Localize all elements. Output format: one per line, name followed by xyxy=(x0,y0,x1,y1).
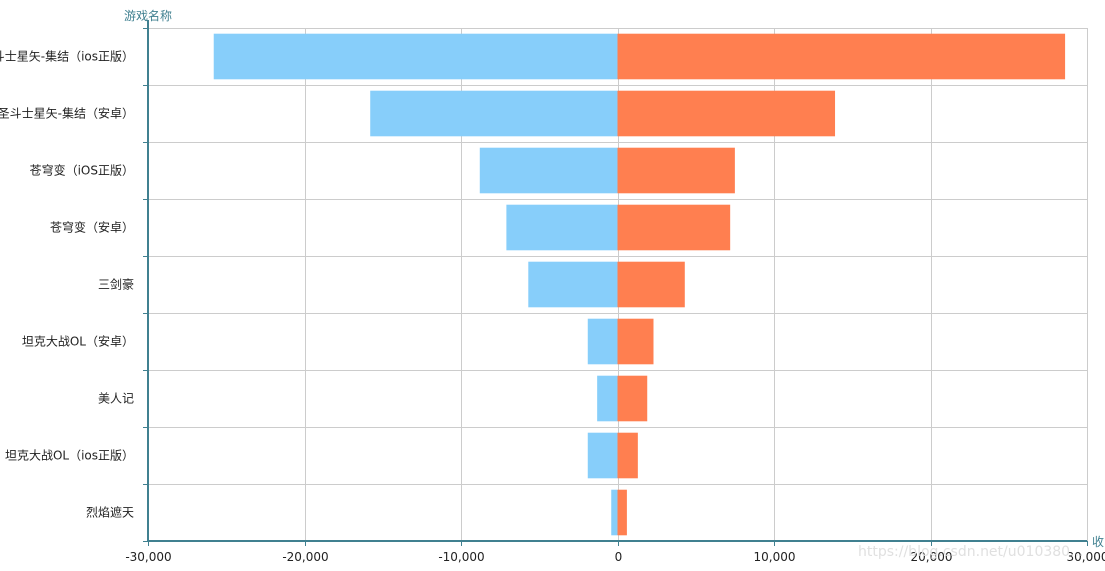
bar-series-2[interactable] xyxy=(617,33,1066,80)
x-tick-label: 20,000 xyxy=(911,550,953,564)
bar-series-2[interactable] xyxy=(617,90,836,137)
x-tick-label: 10,000 xyxy=(754,550,796,564)
label-layer: -30,000 -20,000 -10,000 0 10,000 20,000 30,000… xyxy=(0,49,1105,565)
category-label: 坦克大战OL（安卓） xyxy=(22,334,134,349)
bar-series-1[interactable] xyxy=(528,261,618,308)
bar-series-1[interactable] xyxy=(611,489,618,536)
bar-series-1[interactable] xyxy=(370,90,618,137)
category-label: 圣斗士星矢-集结（安卓） xyxy=(0,106,134,121)
bar-series-2[interactable] xyxy=(617,432,638,479)
bar-series-2[interactable] xyxy=(617,261,685,308)
bar-series-1[interactable] xyxy=(597,375,618,422)
bar-series-1[interactable] xyxy=(213,33,618,80)
category-label: 苍穹变（iOS正版） xyxy=(30,163,134,178)
x-tick-label: -10,000 xyxy=(438,550,484,564)
category-label: 圣斗士星矢-集结（ios正版） xyxy=(0,49,134,64)
bar-series-2[interactable] xyxy=(617,318,654,365)
y-axis-title: 游戏名称 xyxy=(124,8,172,23)
category-label: 苍穹变（安卓） xyxy=(50,220,134,235)
bar-series-1[interactable] xyxy=(479,147,618,194)
axis-layer: 游戏名称 收 xyxy=(124,8,1104,549)
x-tick-label: -30,000 xyxy=(125,550,171,564)
bar-series-2[interactable] xyxy=(617,204,731,251)
x-tick-label: 30,000 xyxy=(1067,550,1105,564)
watermark: https://blog.csdn.net/u010380... xyxy=(858,544,1083,560)
bar-series-2[interactable] xyxy=(617,489,627,536)
bar-series-1[interactable] xyxy=(506,204,618,251)
bar-series-2[interactable] xyxy=(617,375,648,422)
x-axis-title: 收 xyxy=(1092,535,1104,549)
x-tick-label: 0 xyxy=(615,550,623,564)
category-label: 美人记 xyxy=(98,392,134,406)
category-label: 烈焰遮天 xyxy=(86,505,134,520)
x-tick-label: -20,000 xyxy=(282,550,328,564)
bar-layer xyxy=(213,33,1066,536)
category-label: 三剑豪 xyxy=(98,277,134,292)
bar-series-1[interactable] xyxy=(587,318,618,365)
bar-series-1[interactable] xyxy=(587,432,618,479)
category-label: 坦克大战OL（ios正版） xyxy=(5,449,134,463)
bar-series-2[interactable] xyxy=(617,147,735,194)
